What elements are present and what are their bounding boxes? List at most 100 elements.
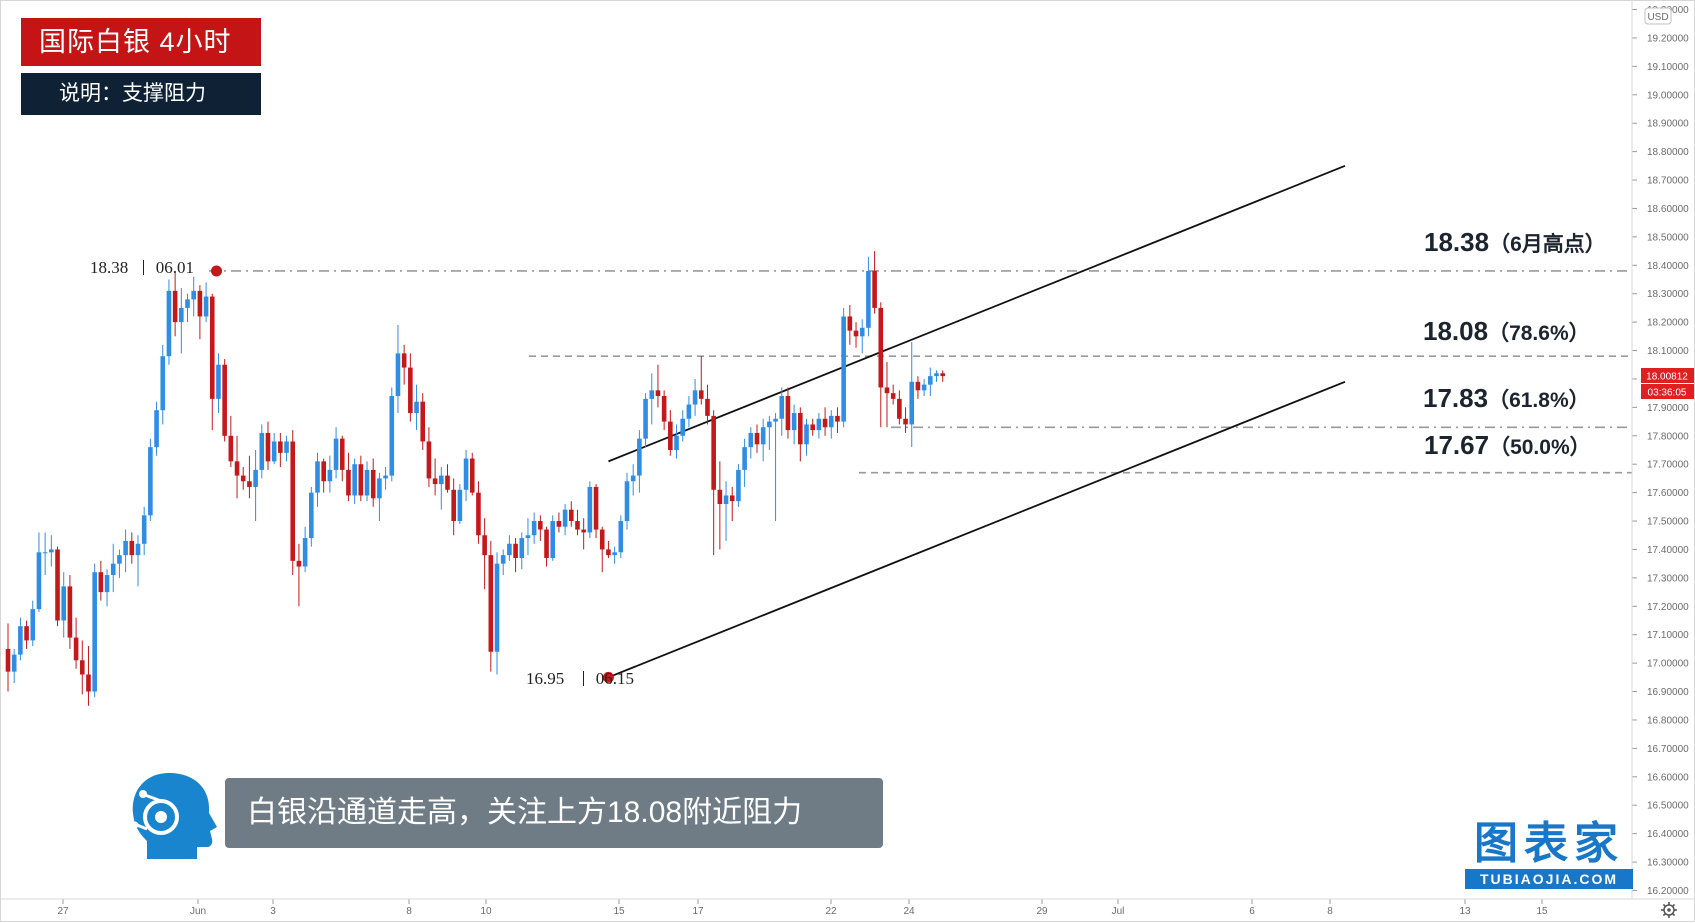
price-tick-label: 18.10000 (1647, 346, 1689, 357)
level-value-50: 17.67 (1424, 430, 1490, 460)
candle-body (859, 327, 865, 337)
candle-body (216, 364, 221, 399)
candle-body (36, 552, 42, 610)
analysis-caption: 白银沿通道走高，关注上方18.08附近阻力 (225, 778, 883, 848)
channel-upper-line (608, 164, 1346, 463)
candle-body (432, 478, 438, 485)
price-tick-label: 18.90000 (1647, 119, 1689, 130)
candle-body (686, 404, 692, 419)
candle-body (240, 475, 246, 482)
settings-gear-icon[interactable] (1661, 902, 1677, 918)
candle-body (457, 489, 463, 522)
level-value-618: 17.83 (1423, 383, 1489, 413)
time-tick-label: 29 (1036, 906, 1048, 917)
candle-body (24, 626, 29, 641)
time-tick-label: Jun (190, 906, 206, 917)
candle-body (711, 415, 716, 490)
price-channel (608, 164, 1346, 679)
candle-body (606, 549, 611, 556)
candle-body (333, 438, 339, 470)
level-note-50: （50.0%） (1489, 436, 1591, 459)
candle-body (451, 489, 456, 522)
candle-body (723, 495, 729, 504)
candle-body (680, 418, 686, 436)
candle-body (346, 469, 351, 496)
candle-body (581, 529, 586, 533)
candle-body (154, 410, 159, 448)
price-tick-label: 18.80000 (1647, 147, 1689, 158)
candle-body (698, 390, 704, 399)
candle-body (228, 435, 234, 462)
price-tick-label: 16.30000 (1647, 858, 1689, 869)
candle-body (364, 469, 370, 496)
candle-body (209, 296, 215, 399)
time-tick-label: 15 (1536, 906, 1548, 917)
candle-body (872, 270, 877, 308)
time-tick-label: 24 (903, 906, 915, 917)
candle-body (754, 432, 760, 445)
candle-body (395, 353, 401, 397)
candle-body (309, 492, 314, 539)
candle-body (104, 575, 110, 593)
candle-body (562, 509, 568, 527)
candle-body (519, 538, 525, 558)
candle-body (816, 418, 822, 431)
candle-body (568, 509, 574, 522)
price-tick-label: 16.40000 (1647, 829, 1689, 840)
candle-body (921, 384, 927, 391)
robot-head-logo-icon (131, 773, 217, 859)
candle-body (538, 521, 543, 530)
candle-body (383, 475, 388, 479)
candle-body (79, 660, 85, 675)
candle-body (445, 475, 450, 490)
candle-body (191, 290, 196, 300)
time-tick-label: 8 (406, 906, 412, 917)
candle-body (884, 387, 890, 394)
currency-badge[interactable] (1644, 7, 1672, 25)
candle-body (49, 549, 54, 553)
price-tick-label: 16.50000 (1647, 801, 1689, 812)
candle-body (352, 464, 357, 496)
price-tick-label: 17.70000 (1647, 460, 1689, 471)
time-tick-label: 13 (1459, 906, 1471, 917)
candle-body (767, 421, 772, 428)
price-tick-label: 18.20000 (1647, 318, 1689, 329)
candle-body (290, 441, 296, 561)
june-low-date: 06.15 (595, 669, 634, 688)
candle-body (488, 555, 494, 652)
price-tick-label: 17.90000 (1647, 403, 1689, 414)
candle-body (463, 458, 469, 490)
candle-body (408, 367, 413, 414)
price-tick-label: 17.40000 (1647, 545, 1689, 556)
candle-body (940, 373, 945, 377)
candle-body (692, 390, 698, 405)
price-axis[interactable]: 19.3000019.2000019.1000019.0000018.90000… (1632, 5, 1689, 897)
brand-logo: 图表家 TUBIAOJIA.COM (1465, 821, 1633, 891)
price-tick-label: 18.70000 (1647, 176, 1689, 187)
candle-body (804, 424, 809, 445)
candle-body (599, 529, 605, 550)
candle-body (544, 529, 549, 558)
time-tick-label: Jul (1112, 906, 1125, 917)
candle-body (507, 543, 512, 556)
candle-body (358, 464, 364, 496)
candle-body (773, 418, 778, 422)
time-tick-label: 3 (270, 906, 276, 917)
candle-body (748, 432, 754, 448)
candle-body (148, 447, 153, 516)
current-price-badge (1641, 368, 1694, 383)
brand-name-en: TUBIAOJIA.COM (1465, 869, 1633, 889)
candle-body (321, 461, 326, 482)
candle-body (866, 270, 871, 328)
candle-body (284, 441, 289, 453)
candle-body (370, 469, 376, 499)
level-note-high: （6月高点） (1489, 233, 1606, 256)
time-axis[interactable]: 27 Jun 3 8 10 15 17 22 24 29 Jul 6 8 13 15 (57, 899, 1548, 917)
june-high-label: 18.38 06.01 (90, 258, 194, 278)
candle-body (890, 393, 896, 399)
candle-body (550, 521, 556, 558)
candle-body (5, 648, 11, 672)
june-low-price: 16.95 (526, 669, 565, 688)
